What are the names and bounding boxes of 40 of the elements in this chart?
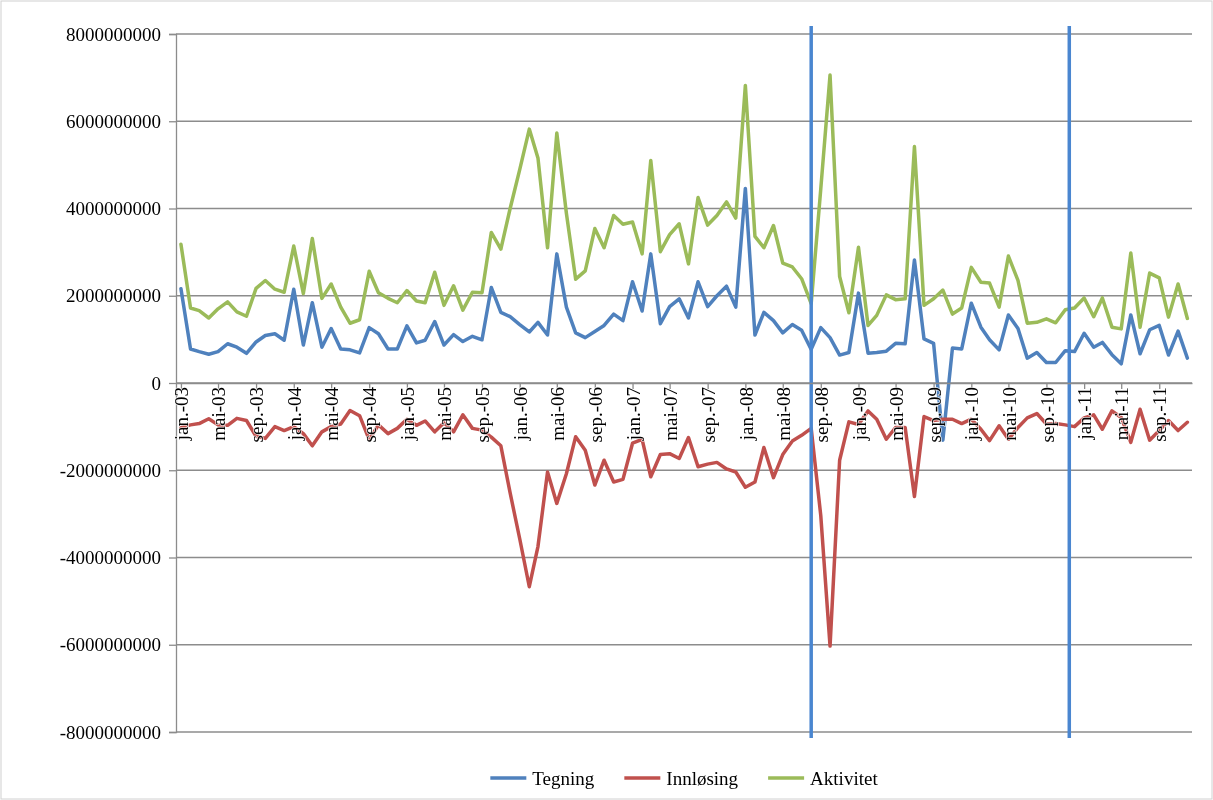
x-tick-label: mai-05 [434, 387, 456, 441]
y-tick-label: 2000000000 [66, 285, 161, 307]
x-tick-label: mai-04 [321, 386, 343, 441]
x-tick-label: mai-11 [1111, 387, 1133, 441]
x-tick-label: sep.-04 [359, 386, 381, 443]
x-tick-label: jan.-08 [735, 387, 757, 442]
y-tick-label: 8000000000 [66, 23, 161, 45]
x-tick-label: mai-03 [208, 387, 230, 441]
line-series [179, 73, 1190, 331]
x-tick-label: jan.-04 [283, 386, 305, 442]
y-tick-label: -2000000000 [59, 459, 161, 481]
x-tick-label: mai-08 [772, 387, 794, 441]
x-tick-label: mai-10 [998, 387, 1020, 441]
x-tick-label: sep.-09 [923, 387, 945, 443]
y-tick-label: -4000000000 [59, 547, 161, 569]
x-tick-label: jan.-06 [509, 387, 531, 442]
x-tick-label: sep.-07 [697, 387, 719, 443]
x-tick-label: sep.-08 [810, 387, 832, 443]
x-tick-label: jan.-05 [397, 387, 419, 442]
x-tick-label: sep.-03 [246, 387, 268, 443]
y-tick-label: -6000000000 [59, 634, 161, 656]
x-tick-label: mai-06 [546, 387, 568, 441]
x-tick-label: sep.-11 [1149, 387, 1171, 442]
x-tick-label: sep.-05 [472, 387, 494, 443]
x-tick-label: jan.-09 [848, 387, 870, 442]
legend-label: Tegning [532, 767, 595, 789]
x-tick-label: mai-07 [659, 387, 681, 441]
x-tick-label: jan.-11 [1074, 387, 1096, 441]
x-tick-label: sep.-10 [1036, 387, 1058, 443]
y-tick-label: 6000000000 [66, 110, 161, 132]
y-tick-label: 4000000000 [66, 198, 161, 220]
y-tick-label: 0 [151, 372, 161, 394]
x-tick-label: mai-09 [885, 387, 907, 441]
x-tick-label: jan.-03 [171, 387, 193, 442]
legend-label: Innløsing [666, 767, 739, 789]
x-tick-label: jan.-10 [961, 387, 983, 442]
legend-label: Aktivitet [810, 767, 879, 789]
x-tick-label: sep.-06 [584, 387, 606, 443]
x-tick-label: jan.-07 [622, 387, 644, 442]
y-tick-label: -8000000000 [59, 721, 161, 743]
